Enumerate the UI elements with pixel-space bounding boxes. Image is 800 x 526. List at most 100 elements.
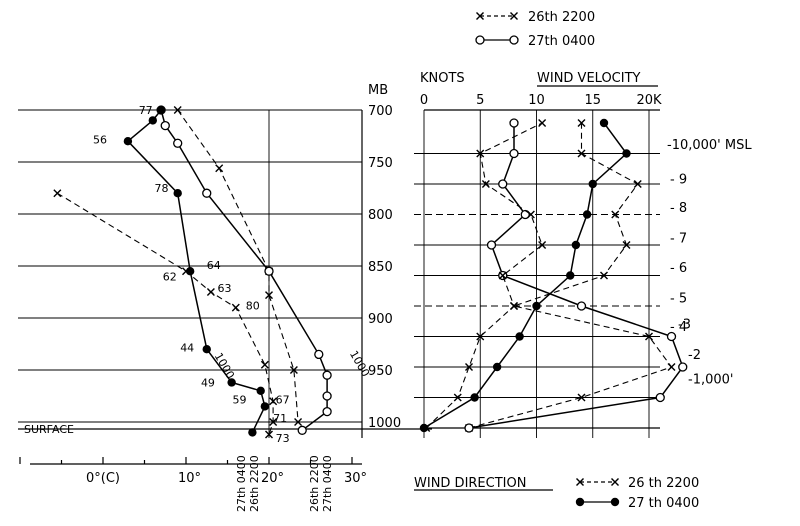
legend-top: 26th 2200 27th 0400 [475,10,595,49]
temperature-annotation-2: 78 [154,182,168,195]
temperature-point-1-2 [173,138,183,148]
wind-direction-point-0-7 [526,210,535,219]
temperature-point-3-1 [148,116,157,125]
legend-top-label-1: 27th 0400 [528,34,595,49]
wind-labels: KNOTS WIND VELOCITY 0 5 10 15 20K -10,000' MSL -… [420,71,752,388]
temperature-point-0-1 [215,164,224,173]
temperature-annotation-6: 80 [246,300,260,313]
temperature-series-line-3 [126,109,266,433]
wind-velocity-point-1-4 [576,301,587,311]
temperature-point-1-4 [264,266,274,276]
wind-direction-point-1-4 [532,301,541,311]
wind-direction-point-0-9 [476,149,485,158]
legend-bottom-marker-a-0 [576,478,584,486]
wind-velocity-point-1-1 [655,392,665,403]
temperature-point-2-4 [260,360,269,369]
legend-top-marker-b-0 [510,12,518,20]
temperature-annotation-4: 62 [163,271,177,284]
temperature-point-1-7 [322,391,332,401]
wind-direction-point-1-1 [470,393,479,402]
wind-velocity-point-0-3 [645,332,653,341]
wind-velocity-point-1-2 [678,362,688,372]
pressure-tick-label-900: 900 [368,312,393,327]
wind-velocity-point-0-2 [667,363,676,371]
pressure-axis-title: MB [368,83,388,98]
height-label-7: -3 [678,318,691,333]
temperature-annotation-12: 67 [276,393,290,406]
wind-direction-point-1-6 [571,240,581,250]
vertical-time-label-3: 27th 0400 [321,455,334,512]
temperature-point-3-6 [227,378,236,387]
temperature-annotation-10: 49 [201,377,215,390]
legend-bottom-marker-b-0 [611,478,619,486]
wind-series-group [419,118,688,433]
temperature-tick-label-0-c: 0°(C) [86,471,120,486]
legend-top-marker-b-1 [509,35,519,45]
wind-direction-line-0 [425,122,543,429]
wind-velocity-point-1-10 [509,118,519,128]
temperature-annotation-11: 59 [232,393,246,406]
wind-velocity-point-0-9 [577,149,586,158]
wind-direction-point-1-7 [582,210,592,219]
temperature-point-1-1 [160,120,170,131]
wind-direction-point-1-3 [515,332,524,341]
wind-velocity-point-0-8 [633,180,642,188]
height-label-4: - 6 [670,261,687,276]
height-label-1: - 9 [670,173,687,188]
temperature-point-1-5 [314,349,324,360]
temperature-point-2-7 [265,430,273,439]
vertical-time-label-1: 26th 2200 [248,455,261,512]
temperature-point-1-8 [322,406,332,417]
temperature-tick-label-10: 10° [178,471,201,486]
temperature-point-1-9 [297,425,307,435]
temperature-point-0-4 [289,366,298,374]
wind-direction-point-0-8 [481,180,490,188]
temperature-point-3-2 [123,137,133,146]
height-label-5: - 5 [670,292,687,307]
temperature-annotation-1: 56 [93,133,107,146]
temperature-point-0-0 [173,106,182,114]
wind-tick-label-10: 10 [528,93,545,108]
wind-direction-point-1-8 [588,179,597,189]
wind-velocity-title: WIND VELOCITY [537,71,641,86]
wind-tick-label-5: 5 [476,93,484,108]
temperature-annotation-7: 1000 [212,350,237,381]
wind-direction-point-1-0 [419,423,429,433]
legend-bottom-marker-a-1 [575,497,585,507]
temperature-point-1-6 [322,370,332,380]
temperature-point-3-8 [260,402,270,411]
wind-velocity-point-1-3 [666,331,677,342]
pressure-tick-label-850: 850 [368,260,393,275]
temperature-annotation-13: 71 [273,412,287,425]
pressure-tick-label-1000: 1000 [368,416,401,431]
legend-bottom-label-1: 27 th 0400 [628,496,699,511]
temperature-annotation-5: 63 [218,282,232,295]
wind-knots-title: KNOTS [420,71,465,86]
legend-top-marker-a-1 [475,35,485,45]
wind-velocity-point-1-0 [464,423,474,433]
wind-direction-point-0-10 [538,119,547,127]
temperature-point-1-3 [202,188,212,198]
wind-tick-label-15: 15 [584,93,601,108]
temperature-tick-label-20: 20° [261,471,284,486]
wind-panel-frame [414,85,660,438]
wind-tick-label-0: 0 [420,93,428,108]
temperature-point-2-0 [53,189,62,198]
wind-direction-point-1-5 [566,271,575,280]
temperature-point-2-5 [269,397,278,406]
temperature-tick-label-30: 30° [344,471,367,486]
height-label-6: - 4 [670,320,687,335]
wind-velocity-point-1-9 [509,148,519,159]
height-label-8: -2 [688,348,701,363]
wind-direction-point-0-4 [510,302,518,310]
height-label-2: - 8 [670,201,687,216]
wind-velocity-point-0-10 [577,119,586,127]
temperature-point-2-6 [269,418,278,426]
temperature-point-0-5 [294,418,303,426]
wind-velocity-point-1-8 [498,179,508,189]
wind-direction-point-0-6 [538,241,547,249]
legend-bottom: WIND DIRECTION 26 th 2200 27 th 0400 [414,476,699,511]
legend-bottom-label-0: 26 th 2200 [628,476,699,491]
legend-top-marker-a-0 [476,12,484,20]
temperature-panel-frame [18,109,432,465]
